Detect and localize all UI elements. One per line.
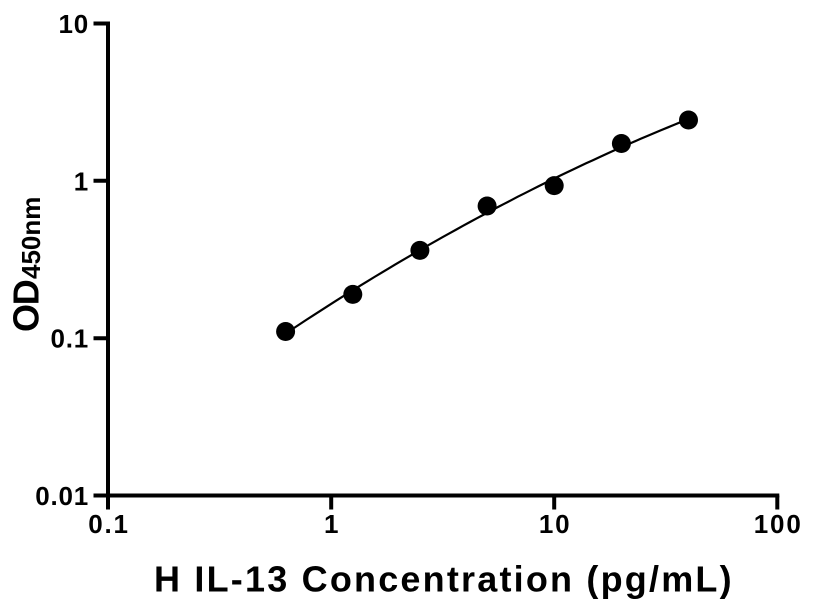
svg-text:0.1: 0.1 bbox=[88, 509, 130, 539]
svg-text:0.01: 0.01 bbox=[35, 481, 89, 511]
svg-text:100: 100 bbox=[754, 509, 803, 539]
svg-text:OD450nm: OD450nm bbox=[6, 197, 47, 332]
svg-text:0.1: 0.1 bbox=[50, 324, 89, 354]
svg-text:1: 1 bbox=[324, 509, 340, 539]
svg-text:10: 10 bbox=[539, 509, 572, 539]
svg-text:1: 1 bbox=[74, 166, 89, 196]
svg-text:H IL-13 Concentration (pg/mL): H IL-13 Concentration (pg/mL) bbox=[154, 559, 734, 600]
svg-text:10: 10 bbox=[58, 9, 89, 39]
